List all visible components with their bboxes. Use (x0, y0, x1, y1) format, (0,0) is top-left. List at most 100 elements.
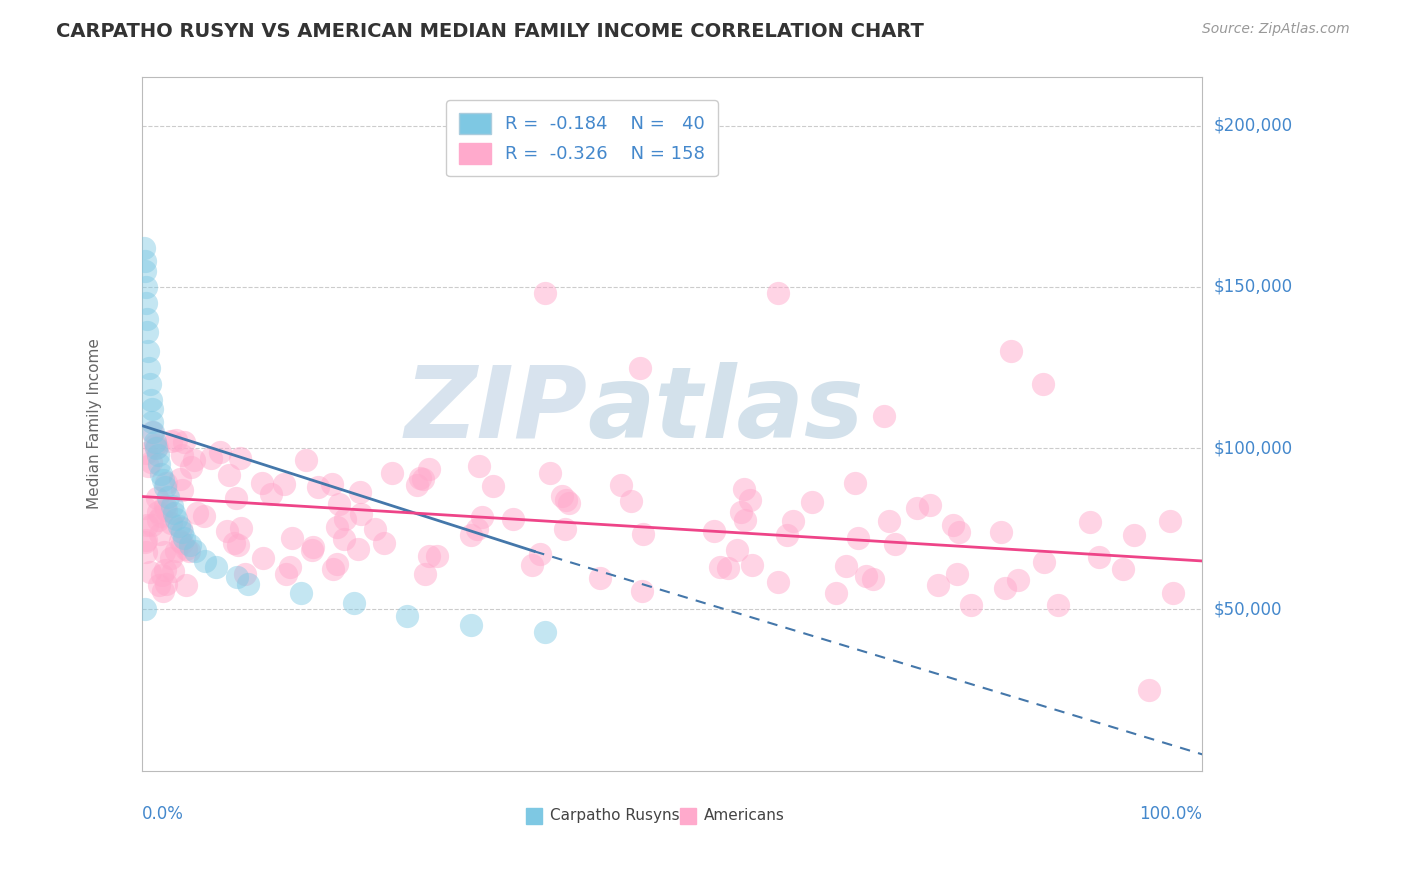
Point (333, 512, 356, 526)
Point (135, 544, 157, 558)
Point (825, 586, 848, 600)
Point (233, 566, 256, 581)
Point (631, 583, 654, 598)
Point (551, 489, 574, 503)
Point (280, 559, 302, 574)
Point (228, 450, 250, 465)
Point (236, 576, 259, 591)
Text: $200,000: $200,000 (1213, 117, 1292, 135)
Text: $50,000: $50,000 (1213, 600, 1282, 618)
Point (228, 538, 250, 552)
Point (135, 296, 157, 310)
Text: Median Family Income: Median Family Income (87, 339, 101, 509)
Point (801, 495, 824, 509)
Point (302, 540, 325, 554)
Point (152, 474, 174, 488)
Point (460, 618, 482, 632)
Point (148, 577, 170, 591)
Point (529, 547, 551, 561)
Point (557, 495, 579, 509)
Point (152, 545, 174, 559)
Point (135, 446, 157, 460)
Point (146, 513, 169, 527)
Point (725, 543, 748, 558)
Point (141, 415, 163, 429)
Point (782, 514, 804, 528)
Point (153, 563, 176, 577)
Point (176, 578, 198, 592)
Point (834, 559, 856, 574)
Text: Carpatho Rusyns: Carpatho Rusyns (550, 808, 679, 823)
Point (152, 584, 174, 599)
Point (163, 506, 186, 520)
Point (395, 608, 418, 623)
Point (855, 569, 877, 583)
Point (347, 542, 370, 557)
Text: CARPATHO RUSYN VS AMERICAN MEDIAN FAMILY INCOME CORRELATION CHART: CARPATHO RUSYN VS AMERICAN MEDIAN FAMILY… (56, 22, 924, 41)
Point (373, 535, 395, 549)
Point (134, 501, 156, 516)
Point (273, 477, 295, 491)
Point (325, 558, 347, 572)
Point (136, 312, 159, 326)
Point (990, 524, 1012, 539)
Point (776, 527, 799, 541)
Point (165, 544, 187, 558)
Point (415, 567, 437, 582)
Point (1137, 682, 1160, 697)
Point (502, 512, 524, 526)
Point (134, 602, 156, 616)
Text: $100,000: $100,000 (1213, 439, 1292, 457)
Point (426, 549, 449, 563)
Point (146, 441, 169, 455)
Point (538, 466, 561, 480)
Point (766, 286, 789, 301)
Point (520, 558, 543, 573)
Point (1123, 528, 1146, 542)
Point (160, 434, 183, 448)
Point (349, 485, 371, 500)
Point (610, 478, 633, 492)
Point (412, 472, 434, 486)
Point (146, 491, 169, 506)
Point (193, 509, 215, 524)
Point (138, 459, 160, 474)
Point (364, 523, 387, 537)
Point (200, 451, 222, 466)
Point (554, 492, 576, 507)
Point (150, 568, 173, 582)
Point (155, 503, 177, 517)
Point (170, 448, 193, 462)
Point (162, 565, 184, 579)
Point (1161, 586, 1184, 600)
Point (380, 467, 402, 481)
Point (145, 438, 167, 452)
Point (1007, 574, 1029, 588)
Text: Source: ZipAtlas.com: Source: ZipAtlas.com (1202, 22, 1350, 37)
Point (172, 524, 194, 539)
Point (730, 505, 752, 519)
Point (157, 490, 180, 504)
Point (554, 522, 576, 536)
Point (155, 576, 177, 591)
Point (274, 566, 297, 581)
Point (631, 527, 654, 541)
Point (1000, 344, 1022, 359)
Point (846, 531, 869, 545)
Point (180, 459, 202, 474)
Point (948, 525, 970, 540)
Point (322, 562, 344, 576)
Point (946, 567, 969, 582)
Point (333, 532, 356, 546)
Point (170, 521, 193, 535)
Point (218, 468, 240, 483)
Point (141, 425, 163, 440)
Point (170, 536, 193, 550)
Point (146, 448, 169, 462)
Point (409, 471, 432, 485)
Point (741, 558, 763, 573)
Point (326, 519, 349, 533)
Point (134, 264, 156, 278)
Legend: R =  -0.184    N =   40, R =  -0.326    N = 158: R = -0.184 N = 40, R = -0.326 N = 158 (446, 100, 718, 177)
Point (884, 537, 907, 551)
